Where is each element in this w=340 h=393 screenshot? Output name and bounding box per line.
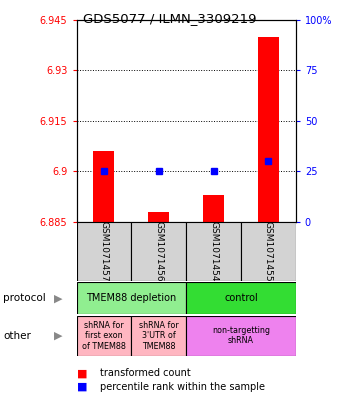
Text: percentile rank within the sample: percentile rank within the sample [100, 382, 265, 392]
Text: control: control [224, 293, 258, 303]
Bar [131, 222, 186, 281]
Text: non-targetting
shRNA: non-targetting shRNA [212, 326, 270, 345]
Text: protocol: protocol [3, 293, 46, 303]
Text: GDS5077 / ILMN_3309219: GDS5077 / ILMN_3309219 [83, 12, 257, 25]
Text: GSM1071455: GSM1071455 [264, 221, 273, 282]
Text: TMEM88 depletion: TMEM88 depletion [86, 293, 176, 303]
Text: ■: ■ [76, 368, 87, 378]
Text: ▶: ▶ [54, 331, 62, 341]
Bar [186, 222, 241, 281]
Text: shRNA for
first exon
of TMEM88: shRNA for first exon of TMEM88 [82, 321, 126, 351]
Bar [76, 222, 131, 281]
Text: GSM1071454: GSM1071454 [209, 221, 218, 282]
Text: GSM1071457: GSM1071457 [99, 221, 108, 282]
Bar [186, 316, 296, 356]
Bar [94, 151, 114, 222]
Text: other: other [3, 331, 31, 341]
Bar [258, 37, 279, 222]
Text: transformed count: transformed count [100, 368, 191, 378]
Text: GSM1071456: GSM1071456 [154, 221, 163, 282]
Bar [186, 282, 296, 314]
Bar [131, 316, 186, 356]
Text: ▶: ▶ [54, 293, 62, 303]
Text: shRNA for
3'UTR of
TMEM88: shRNA for 3'UTR of TMEM88 [139, 321, 178, 351]
Bar [76, 316, 131, 356]
Bar [148, 212, 169, 222]
Bar [76, 282, 186, 314]
Bar [203, 195, 224, 222]
Text: ■: ■ [76, 382, 87, 392]
Bar [241, 222, 296, 281]
